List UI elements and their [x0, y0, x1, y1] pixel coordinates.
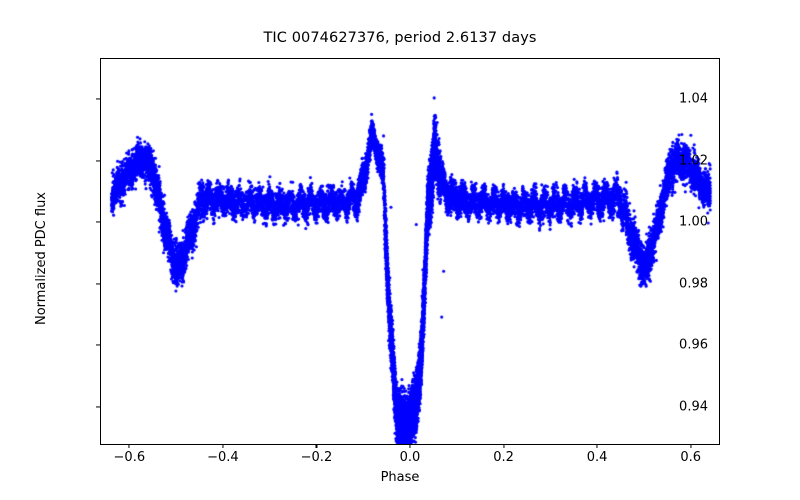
y-tick-label: 0.94 — [679, 399, 708, 415]
scatter-plot-canvas — [101, 59, 719, 444]
plot-title: TIC 0074627376, period 2.6137 days — [263, 30, 537, 46]
y-tick-label: 0.98 — [679, 276, 708, 292]
x-tick-mark — [503, 444, 505, 449]
y-tick-mark — [96, 98, 101, 100]
x-tick-label: 0.0 — [399, 450, 421, 465]
y-axis-label: Normalized PDC flux — [34, 191, 49, 326]
y-tick-label: 1.00 — [679, 214, 708, 230]
x-tick-label: −0.2 — [300, 450, 333, 465]
x-tick-label: 0.4 — [586, 450, 608, 465]
x-tick-label: 0.2 — [493, 450, 514, 465]
x-tick-label: −0.6 — [113, 450, 146, 465]
x-tick-mark — [128, 444, 130, 449]
y-tick-label: 1.04 — [679, 91, 708, 107]
x-tick-mark — [315, 444, 317, 449]
x-tick-mark — [222, 444, 224, 449]
y-tick-mark — [96, 283, 101, 285]
plot-axes — [100, 58, 720, 445]
x-axis-label: Phase — [380, 470, 420, 485]
x-tick-mark — [596, 444, 598, 449]
x-tick-label: −0.4 — [207, 450, 239, 465]
y-tick-mark — [96, 406, 101, 408]
y-tick-label: 0.96 — [679, 337, 708, 353]
y-tick-mark — [96, 344, 101, 346]
x-tick-mark — [690, 444, 692, 449]
y-tick-label: 1.02 — [679, 153, 708, 169]
x-tick-mark — [409, 444, 411, 449]
x-tick-label: 0.6 — [680, 450, 701, 465]
y-tick-mark — [96, 159, 101, 162]
y-tick-mark — [96, 221, 101, 223]
